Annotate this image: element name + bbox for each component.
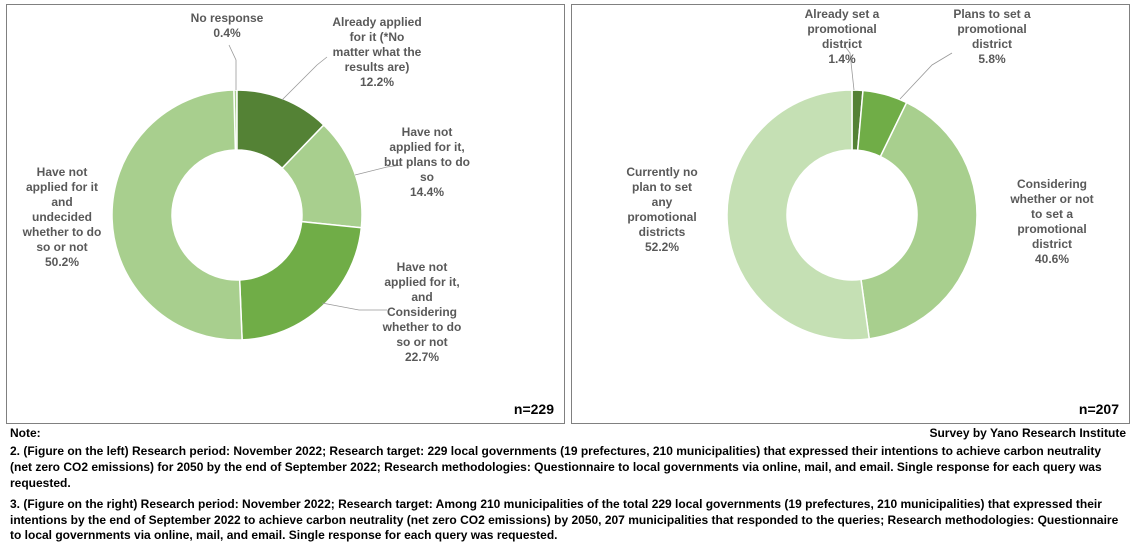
donut-slice [727,90,869,340]
donut-slice [112,90,242,340]
slice-label: Consideringwhether or notto set apromoti… [987,177,1117,267]
note-3: 3. (Figure on the right) Research period… [10,497,1126,544]
donut-slice [240,222,362,340]
note-label: Note: [10,426,41,440]
slice-label: Have notapplied for itandundecidedwhethe… [2,165,122,270]
left-chart-panel: n=229 No response0.4% Already appliedfor … [6,4,565,424]
slice-label: Already appliedfor it (*Nomatter what th… [307,15,447,90]
slice-label: No response0.4% [177,11,277,41]
slice-label: Have notapplied for it,andConsideringwhe… [357,260,487,365]
slice-label: Plans to set apromotionaldistrict5.8% [932,7,1052,67]
charts-row: n=229 No response0.4% Already appliedfor … [0,0,1136,424]
survey-by: Survey by Yano Research Institute [929,426,1126,440]
slice-label: Already set apromotionaldistrict1.4% [782,7,902,67]
leader-line [229,45,236,90]
right-chart-panel: n=207 Already set apromotionaldistrict1.… [571,4,1130,424]
notes-block: Note: Survey by Yano Research Institute … [0,424,1136,554]
slice-label: Currently noplan to setanypromotionaldis… [602,165,722,255]
left-n-label: n=229 [514,401,554,417]
note-header-row: Note: Survey by Yano Research Institute [10,426,1126,440]
slice-label: Have notapplied for it,but plans to doso… [367,125,487,200]
note-2: 2. (Figure on the left) Research period:… [10,444,1126,491]
right-n-label: n=207 [1079,401,1119,417]
